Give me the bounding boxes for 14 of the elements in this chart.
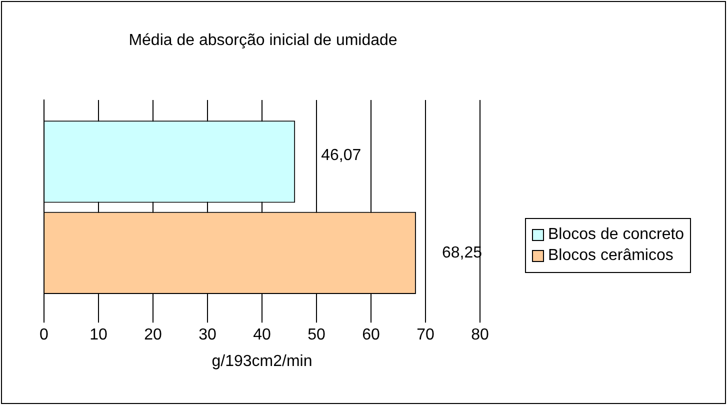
- x-tick-label: 30: [198, 326, 216, 344]
- x-tick-label: 0: [40, 326, 49, 344]
- x-tick-label: 40: [253, 326, 271, 344]
- data-label: 46,07: [321, 147, 362, 164]
- legend-label: Blocos de concreto: [548, 226, 684, 244]
- x-axis-title: g/193cm2/min: [212, 352, 312, 370]
- x-tick-label: 70: [416, 326, 434, 344]
- x-tick-label: 60: [362, 326, 380, 344]
- chart-title: Média de absorção inicial de umidade: [128, 32, 398, 49]
- x-tick-label: 20: [144, 326, 162, 344]
- x-tick-label: 50: [308, 326, 326, 344]
- legend-label: Blocos cerâmicos: [548, 247, 674, 265]
- x-tick-label: 80: [471, 326, 489, 344]
- x-tick-label: 10: [90, 326, 108, 344]
